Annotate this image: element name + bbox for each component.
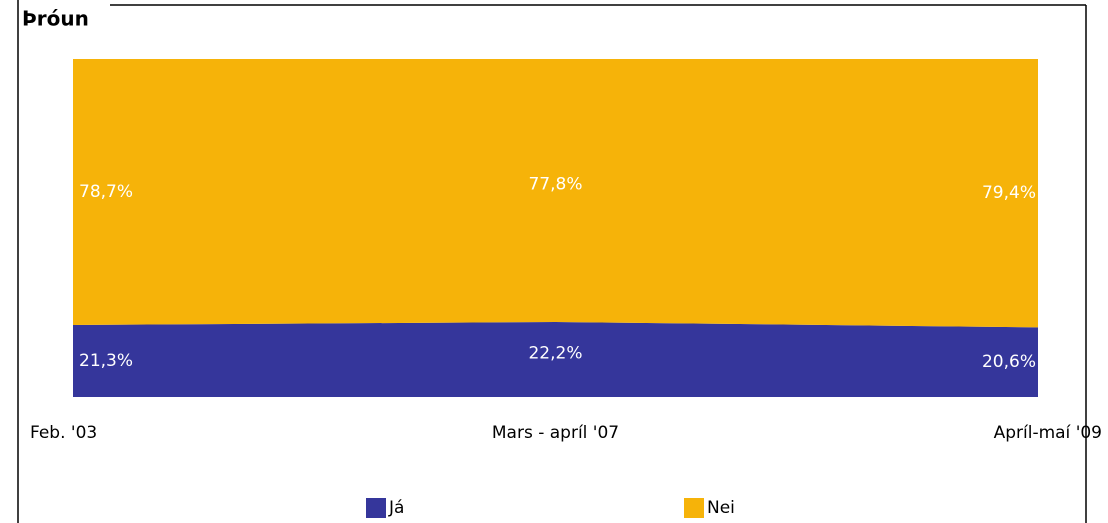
- legend-swatch: [366, 498, 386, 518]
- value-label: 79,4%: [982, 183, 1036, 203]
- value-label: 78,7%: [79, 182, 133, 202]
- value-label: 77,8%: [528, 174, 582, 194]
- legend-label: Já: [388, 498, 404, 518]
- legend-swatch: [684, 498, 704, 518]
- legend-label: Nei: [707, 498, 735, 518]
- x-tick-label: Mars - apríl '07: [492, 423, 619, 443]
- area: [73, 321, 1038, 397]
- chart-title: Þróun: [22, 7, 89, 31]
- value-label: 21,3%: [79, 351, 133, 371]
- value-label: 20,6%: [982, 352, 1036, 372]
- x-tick-label: Feb. '03: [30, 423, 97, 443]
- value-label: 22,2%: [528, 343, 582, 363]
- x-tick-label: Apríl-maí '09: [994, 423, 1102, 443]
- area: [73, 59, 1038, 328]
